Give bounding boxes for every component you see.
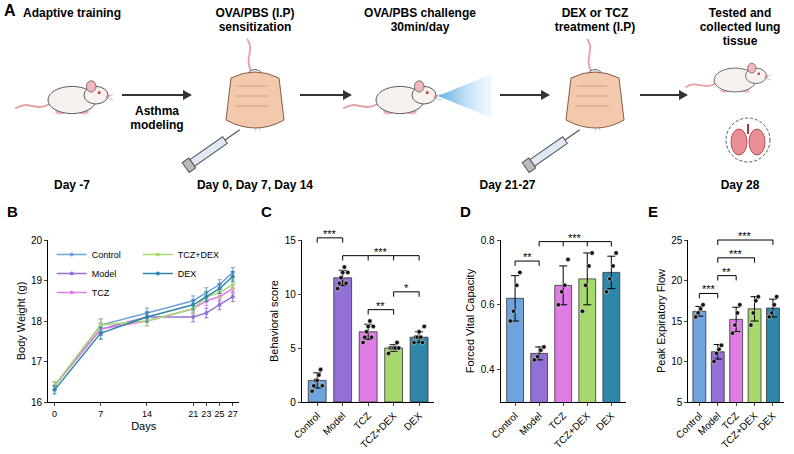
svg-text:TCZ+DEX: TCZ+DEX	[178, 250, 219, 260]
svg-text:15: 15	[671, 316, 683, 327]
svg-text:DEX: DEX	[756, 410, 779, 433]
svg-text:Control: Control	[489, 410, 520, 441]
svg-text:0.4: 0.4	[481, 364, 495, 375]
svg-text:Body Weight (g): Body Weight (g)	[15, 282, 27, 361]
svg-text:17: 17	[31, 356, 43, 367]
svg-text:Days: Days	[131, 420, 157, 432]
html-text:Asthma modeling: Asthma modeling	[130, 104, 184, 132]
svg-text:18: 18	[31, 316, 43, 327]
svg-text:10: 10	[671, 356, 683, 367]
svg-text:25: 25	[671, 235, 683, 246]
svg-text:D: D	[460, 203, 471, 220]
svg-text:16: 16	[31, 397, 43, 408]
svg-text:DEX: DEX	[594, 410, 617, 433]
svg-text:E: E	[648, 203, 658, 220]
svg-text:***: ***	[374, 246, 388, 258]
html-text:OVA/PBS (I.P) sensitization: OVA/PBS (I.P) sensitization	[215, 6, 295, 34]
svg-text:**: **	[523, 251, 532, 263]
svg-text:TCZ: TCZ	[352, 410, 374, 432]
svg-text:TCZ+DEX: TCZ+DEX	[552, 410, 592, 450]
svg-text:Model: Model	[92, 269, 117, 279]
svg-text:B: B	[7, 203, 18, 220]
svg-text:*: *	[404, 282, 409, 294]
svg-text:21: 21	[188, 409, 198, 419]
svg-text:Model: Model	[517, 410, 544, 437]
svg-text:0.6: 0.6	[481, 299, 495, 310]
svg-text:0: 0	[290, 397, 296, 408]
svg-text:Forced Vital Capacity: Forced Vital Capacity	[464, 268, 476, 373]
html-text:Day 0, Day 7, Day 14: Day 0, Day 7, Day 14	[197, 178, 313, 192]
svg-text:7: 7	[98, 409, 103, 419]
svg-text:Model: Model	[696, 410, 723, 437]
svg-text:Control: Control	[92, 250, 121, 260]
svg-text:Behavioral score: Behavioral score	[268, 280, 280, 362]
svg-text:23: 23	[201, 409, 211, 419]
svg-text:15: 15	[285, 235, 297, 246]
html-text:Adaptive training: Adaptive training	[23, 6, 121, 20]
svg-text:DEX: DEX	[178, 269, 197, 279]
svg-text:***: ***	[323, 228, 337, 240]
html-text:Day -7: Day -7	[54, 178, 90, 192]
svg-text:5: 5	[290, 343, 296, 354]
svg-text:10: 10	[285, 289, 297, 300]
html-text:Day 21-27: Day 21-27	[479, 178, 536, 192]
svg-text:20: 20	[31, 235, 43, 246]
html-text:Day 28: Day 28	[720, 178, 760, 192]
svg-text:***: ***	[568, 232, 582, 244]
html-text:A: A	[4, 2, 16, 19]
html-text:Tested and collected lung tiss: Tested and collected lung tissue	[699, 6, 781, 48]
svg-text:***: ***	[738, 230, 752, 242]
svg-text:5: 5	[677, 397, 683, 408]
svg-text:TCZ: TCZ	[720, 410, 742, 432]
html-text:DEX or TCZ treatment (I.P): DEX or TCZ treatment (I.P)	[554, 6, 636, 34]
svg-text:20: 20	[671, 275, 683, 286]
svg-text:14: 14	[142, 409, 152, 419]
svg-text:Peak Expiratory Flow: Peak Expiratory Flow	[655, 269, 667, 373]
svg-text:**: **	[722, 266, 731, 278]
svg-text:Control: Control	[674, 410, 705, 441]
svg-text:TCZ+DEX: TCZ+DEX	[719, 410, 759, 450]
svg-text:0: 0	[52, 409, 57, 419]
svg-text:**: **	[376, 300, 385, 312]
svg-text:0.8: 0.8	[481, 235, 495, 246]
svg-text:***: ***	[702, 283, 716, 295]
svg-text:DEX: DEX	[402, 410, 425, 433]
svg-text:Control: Control	[292, 410, 323, 441]
svg-text:TCZ: TCZ	[547, 410, 569, 432]
svg-text:25: 25	[215, 409, 225, 419]
svg-text:C: C	[261, 203, 272, 220]
svg-text:19: 19	[31, 275, 43, 286]
html-text:OVA/PBS challenge 30min/day: OVA/PBS challenge 30min/day	[364, 6, 476, 34]
svg-text:Model: Model	[321, 410, 348, 437]
svg-text:***: ***	[729, 248, 743, 260]
svg-text:TCZ: TCZ	[92, 288, 110, 298]
svg-text:TCZ+DEX: TCZ+DEX	[358, 410, 398, 450]
svg-text:27: 27	[228, 409, 238, 419]
